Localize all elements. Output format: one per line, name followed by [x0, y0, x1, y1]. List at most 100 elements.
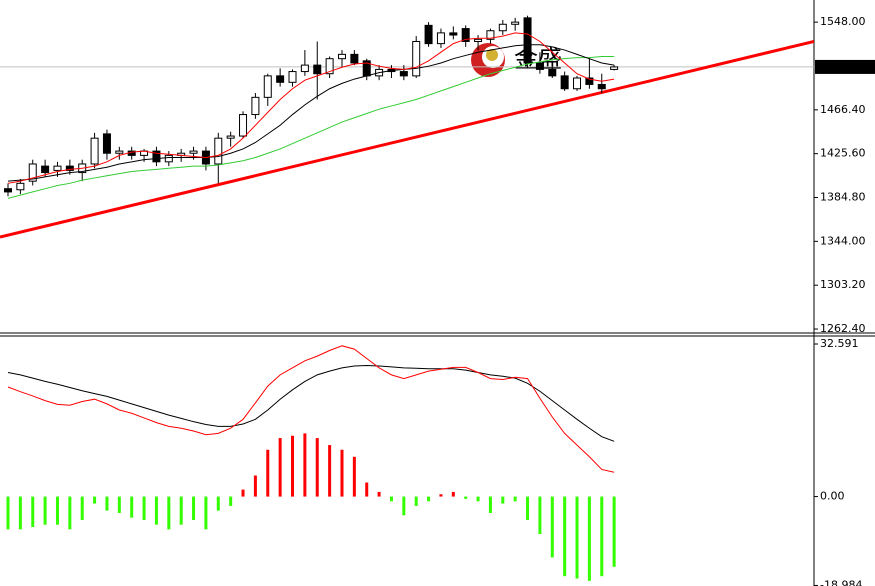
candle-body — [399, 71, 408, 77]
histogram-bar — [513, 496, 517, 502]
candle-body — [449, 32, 458, 36]
current-price-label: 1506.32 — [820, 60, 866, 73]
y-tick-label: 1303.20 — [820, 278, 866, 291]
candle-body — [498, 23, 507, 32]
candle-body — [214, 137, 223, 165]
candle-body — [486, 30, 495, 40]
histogram-bar — [451, 491, 455, 497]
histogram-bar — [6, 496, 10, 530]
histogram-bar — [117, 496, 121, 513]
candle-body — [226, 135, 235, 139]
histogram-bar — [315, 438, 319, 497]
candle-body — [16, 182, 25, 191]
histogram-bar — [291, 435, 295, 497]
histogram-bar — [526, 496, 530, 520]
histogram-bar — [538, 496, 542, 535]
histogram-bar — [130, 496, 134, 518]
candle-body — [511, 21, 520, 25]
histogram-bar — [266, 449, 270, 497]
candle-body — [239, 114, 248, 137]
candle-body — [560, 75, 569, 90]
candle-body — [523, 17, 532, 64]
candle-body — [65, 165, 74, 171]
candle-body — [424, 24, 433, 45]
histogram-bar — [55, 496, 59, 525]
candle-body — [461, 28, 470, 42]
histogram-bar — [142, 496, 146, 520]
candle-body — [325, 58, 334, 75]
histogram-bar — [439, 494, 443, 497]
candle-body — [115, 150, 124, 154]
histogram-bar — [68, 496, 72, 530]
histogram-bar — [43, 496, 47, 525]
histogram-bar — [340, 449, 344, 497]
histogram-bar — [600, 496, 604, 577]
histogram-bar — [464, 496, 468, 499]
candle-body — [53, 165, 62, 171]
histogram-bar — [154, 496, 158, 525]
candle-body — [90, 137, 99, 165]
histogram-bar — [179, 496, 183, 525]
candle-body — [164, 154, 173, 163]
candle-body — [276, 75, 285, 83]
candle-body — [189, 150, 198, 154]
histogram-bar — [303, 433, 307, 497]
candle-body — [313, 64, 322, 75]
histogram-bar — [31, 496, 35, 528]
candle-body — [251, 96, 260, 116]
moving-average — [7, 44, 615, 182]
candle-body — [337, 53, 346, 60]
moving-average — [7, 56, 615, 199]
histogram-bar — [278, 438, 282, 497]
histogram-bar — [253, 475, 257, 497]
y-tick-label: 1262.40 — [820, 322, 866, 335]
candle-body — [4, 188, 12, 193]
indicator-line — [7, 345, 615, 473]
histogram-bar — [80, 496, 84, 520]
histogram-bar — [352, 456, 356, 497]
histogram-bar — [389, 496, 393, 502]
histogram-bar — [488, 496, 492, 513]
candle-body — [350, 53, 359, 64]
histogram-bar — [476, 496, 480, 502]
moving-average — [7, 32, 615, 184]
histogram-bar — [501, 496, 505, 504]
histogram-bar — [18, 496, 22, 530]
y-tick-label: 0.00 — [820, 490, 845, 503]
y-tick-label: 1384.80 — [820, 191, 866, 204]
histogram-bar — [328, 445, 332, 497]
histogram-bar — [377, 491, 381, 497]
candle-body — [585, 77, 594, 85]
histogram-bar — [105, 496, 109, 511]
candle-body — [548, 68, 557, 77]
y-tick-label: 1344.00 — [820, 234, 866, 247]
candle-body — [412, 40, 421, 77]
histogram-bar — [241, 489, 245, 497]
candle-body — [28, 163, 37, 182]
candle-body — [610, 66, 619, 70]
histogram-bar — [216, 496, 220, 511]
current-price-box — [815, 59, 875, 74]
candle-body — [300, 64, 309, 73]
histogram-bar — [365, 482, 369, 497]
y-tick-label: 1466.40 — [820, 103, 866, 116]
candle-body — [41, 165, 50, 174]
histogram-bar — [612, 496, 616, 567]
histogram-bar — [229, 496, 233, 506]
histogram-bar — [93, 496, 97, 504]
histogram-bar — [402, 496, 406, 516]
trend-line — [0, 40, 815, 239]
candle-body — [288, 71, 297, 83]
candle-body — [152, 150, 161, 163]
candle-body — [597, 83, 606, 90]
histogram-bar — [427, 496, 431, 502]
histogram-bar — [575, 496, 579, 579]
y-tick-label: 1548.00 — [820, 15, 866, 28]
histogram-bar — [587, 496, 591, 581]
histogram-bar — [167, 496, 171, 530]
histogram-bar — [204, 496, 208, 530]
histogram-bar — [192, 496, 196, 520]
candle-body — [263, 75, 272, 98]
